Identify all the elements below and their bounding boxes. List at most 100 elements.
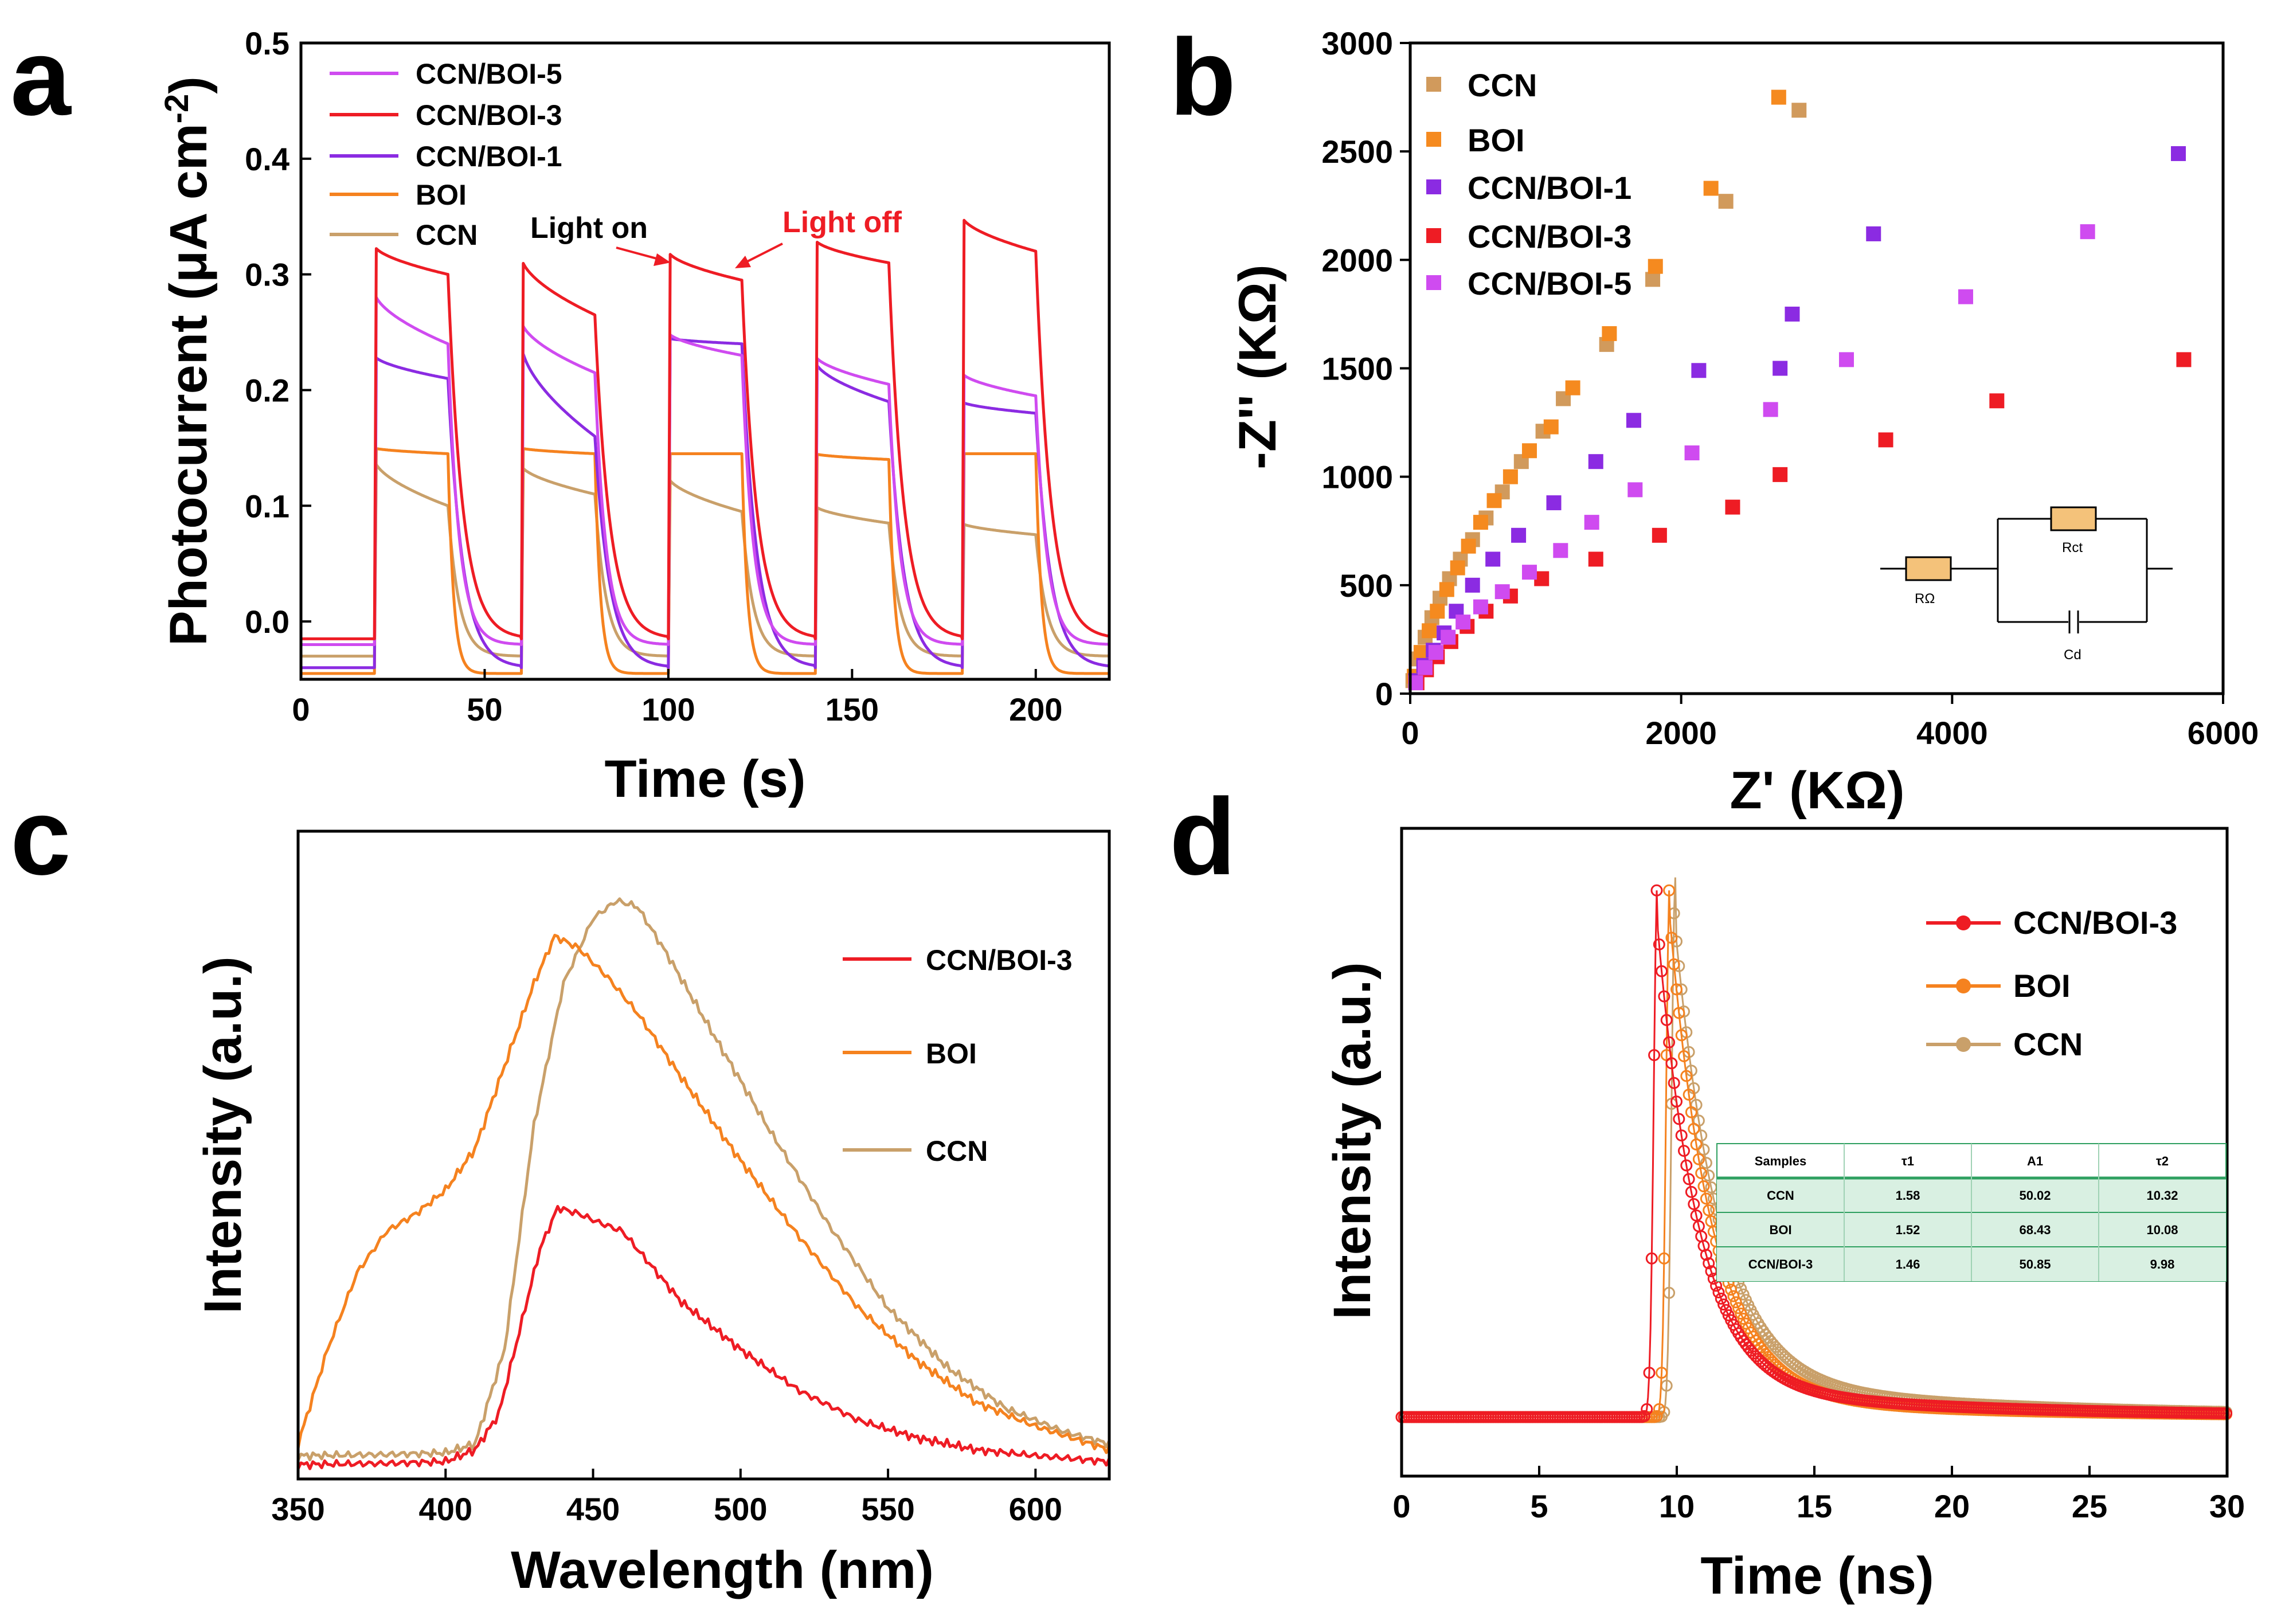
panel-d-xtick-label: 25 xyxy=(2072,1488,2107,1524)
panel-a-xtick-label: 150 xyxy=(825,691,879,727)
panel-letter-a: a xyxy=(10,17,72,138)
point-d-ccn-boi-3 xyxy=(1690,1209,1703,1222)
point-b-ccn-boi-5 xyxy=(1584,515,1599,530)
point-d-boi xyxy=(1688,1122,1700,1135)
legend-b-label-ccn: CCN xyxy=(1468,67,1537,103)
panel-a-ytick-label: 0.3 xyxy=(245,257,289,293)
panel-a-frame xyxy=(299,41,1111,681)
table-cell: 1.58 xyxy=(1896,1188,1920,1203)
point-d-boi xyxy=(1673,1007,1685,1019)
panel-a-ylabel-sup: -2 xyxy=(158,94,195,124)
point-b-ccn-boi-1 xyxy=(1546,495,1562,511)
point-d-boi xyxy=(1697,1180,1710,1192)
point-b-ccn-boi-5 xyxy=(2080,224,2095,240)
point-b-ccn-boi-3 xyxy=(1652,527,1667,543)
panel-b-ticks: 0 2000 4000 6000 0 500 1000 1500 2000 2500 3000 xyxy=(1321,25,2259,751)
panel-d-xlabel: Time (ns) xyxy=(1700,1547,1934,1605)
panel-b-xtick-label: 6000 xyxy=(2188,715,2259,751)
panel-letter-b: b xyxy=(1169,17,1236,138)
legend-d-marker-ccn xyxy=(1956,1037,1971,1052)
table-header-cell: Samples xyxy=(1755,1154,1807,1168)
legend-d-label-ccn: CCN xyxy=(2013,1026,2083,1062)
panel-a-ytick-label: 0.5 xyxy=(245,25,289,61)
legend-a-label-ccn-boi-3: CCN/BOI-3 xyxy=(416,99,562,131)
point-d-ccn-boi-3 xyxy=(1680,1159,1693,1172)
table-header-cell: τ1 xyxy=(1901,1154,1914,1168)
point-b-ccn-boi-1 xyxy=(1588,454,1603,469)
line-c-ccn xyxy=(296,897,1111,1462)
legend-c-label-ccn-boi-3: CCN/BOI-3 xyxy=(926,944,1073,976)
point-d-boi xyxy=(1703,1204,1715,1216)
panel-a-ytick-label: 0.2 xyxy=(245,372,289,408)
point-d-ccn-boi-3 xyxy=(1665,1057,1678,1070)
point-b-boi xyxy=(1430,604,1445,619)
line-a-boi xyxy=(300,447,1110,675)
point-b-ccn-boi-5 xyxy=(1627,482,1643,498)
point-b-ccn-boi-5 xyxy=(1838,352,1854,367)
panel-a-xtick-label: 200 xyxy=(1009,691,1062,727)
panel-c-xtick-label: 400 xyxy=(419,1491,472,1527)
point-d-ccn-boi-3 xyxy=(1675,1129,1688,1142)
panel-a-ticks: 0 50 100 150 200 0.0 0.1 0.2 0.3 0.4 0.5 xyxy=(245,25,1062,727)
point-b-ccn-boi-5 xyxy=(1684,445,1700,461)
point-b-ccn-boi-3 xyxy=(1989,393,2005,409)
circuit-label-r-ct: Rct xyxy=(2062,540,2083,555)
panel-c-legend: CCN/BOI-3 BOI CCN xyxy=(843,944,1073,1167)
point-d-boi xyxy=(1663,884,1676,897)
panel-letter-c: c xyxy=(10,776,71,898)
panel-d-xtick-label: 20 xyxy=(1934,1488,1970,1524)
point-d-boi xyxy=(1650,1410,1663,1422)
point-b-boi xyxy=(1543,419,1559,435)
point-d-ccn-boi-3 xyxy=(1700,1249,1712,1261)
point-d-ccn-boi-3 xyxy=(1656,965,1668,977)
panel-c-pl-spectrum-chart: 350 400 450 500 550 600 Wavelength (nm) Inten… xyxy=(194,829,1111,1599)
point-d-ccn-boi-3 xyxy=(1641,1403,1653,1415)
point-d-boi xyxy=(1668,958,1680,971)
point-d-ccn xyxy=(1695,1129,1708,1142)
point-b-ccn-boi-1 xyxy=(1465,577,1480,593)
point-d-ccn-boi-3 xyxy=(1712,1286,1725,1298)
point-b-ccn-boi-3 xyxy=(1588,551,1603,567)
table-cell: 1.52 xyxy=(1896,1223,1920,1237)
panel-d-xtick-label: 0 xyxy=(1392,1488,1410,1524)
point-d-boi xyxy=(1685,1106,1697,1118)
point-b-boi xyxy=(1450,560,1465,576)
point-b-boi xyxy=(1461,538,1476,554)
legend-b-label-ccn-boi-1: CCN/BOI-1 xyxy=(1468,170,1631,206)
point-d-boi xyxy=(1692,1153,1705,1165)
point-d-boi xyxy=(1658,1252,1670,1265)
series-d-ccn-boi-3 xyxy=(1395,884,2233,1423)
point-d-ccn-boi-3 xyxy=(1685,1185,1697,1198)
panel-a-ytick-label: 0.0 xyxy=(245,604,289,640)
point-d-ccn-boi-3 xyxy=(1668,1077,1680,1089)
panel-c-xtick-label: 550 xyxy=(861,1491,914,1527)
table-cell: CCN/BOI-3 xyxy=(1748,1257,1813,1271)
point-d-ccn xyxy=(1703,1169,1715,1182)
panel-a-ylabel: Photocurrent (μA cm-2) xyxy=(158,76,218,646)
circuit-resistor-r-omega xyxy=(1905,556,1952,581)
point-d-ccn-boi-3 xyxy=(1663,1036,1676,1048)
panel-a-legend: CCN/BOI-5 CCN/BOI-3 CCN/BOI-1 BOI CCN xyxy=(330,58,562,251)
line-a-ccn-boi-3 xyxy=(300,218,1110,640)
legend-c-label-boi: BOI xyxy=(926,1038,977,1070)
table-cell: 50.02 xyxy=(2019,1188,2051,1203)
panel-d-xtick-label: 15 xyxy=(1797,1488,1832,1524)
point-b-boi xyxy=(1602,326,1617,341)
legend-d-marker-ccn-boi-3 xyxy=(1956,915,1971,930)
line-a-ccn xyxy=(300,463,1110,658)
point-d-ccn-boi-3 xyxy=(1703,1257,1715,1270)
legend-b-marker-ccn-boi-5 xyxy=(1426,275,1441,290)
legend-a-label-ccn: CCN xyxy=(416,219,478,251)
point-d-boi xyxy=(1727,1290,1740,1302)
point-d-ccn-boi-3 xyxy=(1717,1298,1730,1311)
legend-a-label-ccn-boi-1: CCN/BOI-1 xyxy=(416,140,562,173)
point-b-ccn-boi-1 xyxy=(1626,413,1641,428)
panel-b-ytick-label: 3000 xyxy=(1321,25,1393,61)
panel-c-xtick-label: 350 xyxy=(271,1491,324,1527)
annotation-light-off-arrowhead xyxy=(735,256,751,268)
legend-b-marker-boi xyxy=(1426,132,1441,147)
panel-c-xtick-label: 450 xyxy=(566,1491,620,1527)
point-d-ccn-boi-3 xyxy=(1658,990,1670,1003)
panel-c-xlabel: Wavelength (nm) xyxy=(511,1541,934,1599)
